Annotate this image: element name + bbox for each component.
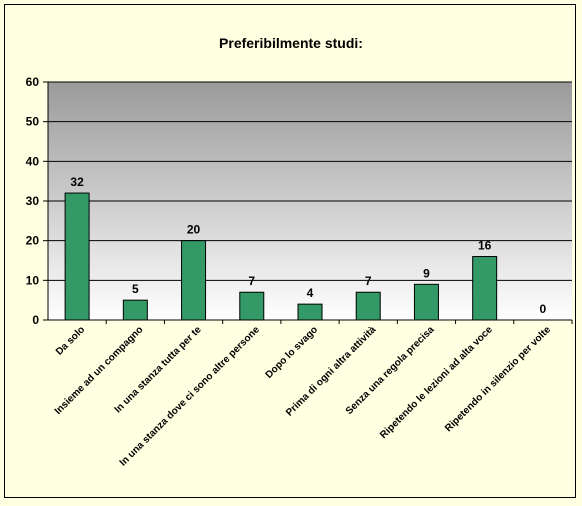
x-tick-label: Ripetendo le lezioni ad alta voce [378, 324, 495, 441]
data-label: 9 [423, 266, 430, 280]
data-label: 7 [365, 274, 372, 288]
y-tick-label: 10 [26, 273, 40, 287]
x-tick-label: Dopo lo svago [264, 324, 321, 381]
bar [355, 291, 381, 321]
chart-title: Preferibilmente studi: [219, 35, 363, 51]
y-tick-label: 40 [26, 154, 40, 168]
bar [297, 303, 323, 321]
y-tick-label: 50 [26, 115, 40, 129]
data-label: 7 [248, 274, 255, 288]
bar [122, 299, 148, 321]
bar [413, 283, 439, 321]
data-label: 20 [187, 223, 201, 237]
data-label: 32 [70, 175, 84, 189]
bar [239, 291, 265, 321]
y-tick-label: 0 [32, 313, 39, 327]
x-tick-label: Ripetendo in silenzio per volte [443, 324, 553, 434]
data-label: 4 [307, 286, 314, 300]
data-label: 16 [478, 239, 492, 253]
x-tick-label: Da solo [54, 324, 87, 357]
y-tick-label: 30 [26, 194, 40, 208]
bar [64, 192, 90, 321]
bar [181, 240, 207, 321]
y-tick-label: 60 [26, 75, 40, 89]
bar [472, 256, 498, 321]
data-label: 5 [132, 282, 139, 296]
y-tick-label: 20 [26, 234, 40, 248]
data-label: 0 [540, 302, 547, 316]
